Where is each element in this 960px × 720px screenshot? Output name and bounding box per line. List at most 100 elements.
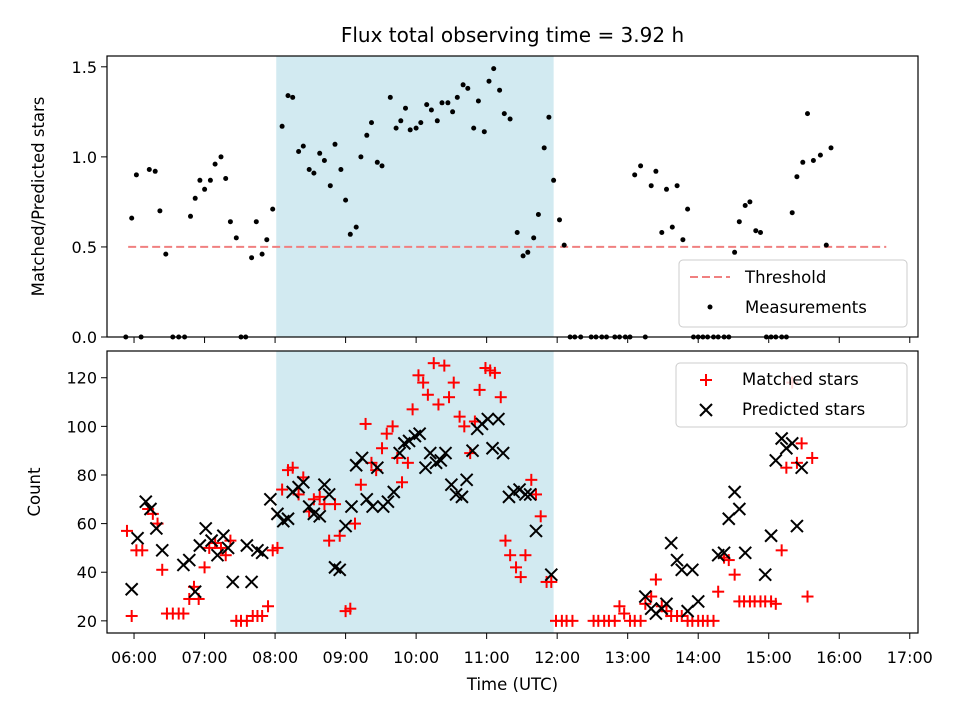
measurement-point: [327, 183, 333, 189]
matched-star-point: [447, 376, 460, 389]
matched-star-point: [504, 549, 517, 562]
top-x-axis-ticks: [133, 337, 911, 343]
x-tick-label: 11:00: [464, 648, 510, 667]
measurement-point: [418, 120, 424, 126]
measurement-point: [403, 105, 408, 111]
matched-star-point: [286, 461, 299, 474]
matched-star-point: [795, 437, 808, 450]
predicted-star-point: [322, 487, 336, 502]
matched-star-point: [566, 614, 579, 627]
matched-star-point: [634, 614, 647, 627]
measurement-point: [338, 167, 344, 172]
top-legend: Threshold Measurements: [678, 259, 908, 328]
matched-star-point: [608, 614, 621, 627]
predicted-star-point: [491, 412, 506, 426]
measurement-point: [648, 183, 654, 189]
predicted-star-point: [496, 446, 510, 460]
measurement-point: [353, 224, 359, 230]
measurement-point: [531, 235, 537, 241]
matched-star-point: [780, 461, 793, 474]
predicted-star-point: [738, 546, 752, 560]
measurement-point: [800, 159, 806, 165]
matched-star-point: [391, 451, 404, 464]
y-tick-label: 20: [77, 612, 97, 631]
predicted-star-point: [244, 575, 259, 589]
matched-star-point: [775, 544, 788, 557]
matched-star-point: [519, 549, 532, 562]
predicted-star-point: [344, 499, 359, 514]
measurement-point: [481, 129, 487, 135]
x-axis-label: Time (UTC): [466, 675, 558, 694]
top-y-axis-label: Matched/Predicted stars: [29, 97, 48, 297]
predicted-star-point: [769, 453, 783, 468]
measurement-point: [163, 251, 169, 257]
y-tick-label: 80: [77, 466, 97, 485]
measurement-point: [758, 230, 763, 235]
predicted-star-point: [130, 531, 145, 545]
predicted-star-point: [226, 575, 240, 589]
y-tick-label: 0.5: [72, 238, 97, 257]
measurement-point: [541, 145, 547, 151]
predicted-star-point: [758, 567, 772, 582]
predicted-star-point: [216, 529, 231, 543]
measurement-point: [680, 237, 686, 243]
matched-star-point: [271, 541, 284, 554]
bottom-plot-frame: [106, 350, 919, 634]
measurement-point: [317, 150, 323, 156]
measurement-point: [332, 141, 338, 147]
bottom-y-axis-label: Count: [25, 467, 44, 517]
measurement-point: [475, 98, 481, 104]
measurement-point: [486, 78, 492, 84]
matched-star-point: [649, 573, 662, 586]
legend-measurements-swatch: [707, 304, 713, 310]
predicted-star-point: [459, 473, 474, 487]
measurement-point: [347, 231, 353, 237]
measurement-point: [227, 219, 233, 225]
matched-star-point: [438, 359, 451, 372]
matched-star-point: [525, 473, 538, 486]
measurement-point: [732, 249, 738, 255]
predicted-star-point: [785, 436, 799, 451]
predicted-star-point: [360, 492, 374, 507]
matched-star-point: [473, 383, 486, 396]
measurement-point: [514, 230, 520, 235]
measurement-point: [685, 206, 691, 212]
chart-title: Flux total observing time = 3.92 h: [341, 23, 684, 47]
predicted-star-point: [210, 548, 225, 562]
measurement-point: [300, 143, 306, 149]
matched-star-point: [769, 597, 782, 610]
measurement-point: [146, 167, 152, 172]
bottom-x-axis-ticks: 06:00 07:00 08:00 09:00 10:00 11:00 12:00 13:00…: [111, 633, 933, 667]
measurement-point: [753, 228, 759, 234]
predicted-star-point: [664, 536, 678, 550]
measurement-point: [285, 93, 291, 99]
predicted-star-point: [438, 446, 453, 460]
measurement-point: [264, 237, 270, 243]
matched-star-point: [545, 575, 558, 588]
measurements-points: [123, 66, 834, 340]
top-highlight-span: [276, 56, 554, 337]
matched-star-point: [458, 420, 471, 433]
measurement-point: [249, 255, 255, 261]
predicted-star-point: [370, 460, 385, 475]
x-tick-label: 14:00: [675, 648, 721, 667]
measurement-point: [507, 116, 513, 122]
measurement-point: [674, 183, 680, 189]
bottom-panel: 20 40 60 80 100 120 06:00 07:00 08:00 09:00 10:00…: [25, 350, 933, 694]
matched-star-point: [359, 417, 372, 430]
measurement-point: [129, 215, 135, 221]
predicted-star-point: [544, 567, 558, 582]
measurement-point: [497, 87, 503, 93]
predicted-star-point: [485, 441, 500, 455]
measurement-point: [157, 208, 163, 214]
predicted-star-point: [349, 458, 363, 472]
measurement-point: [561, 242, 567, 248]
predicted-star-point: [338, 519, 353, 533]
matched-star-point: [427, 357, 440, 370]
predicted-star-point: [149, 521, 164, 536]
predicted-star-point: [333, 563, 347, 577]
matched-star-point: [514, 571, 527, 584]
predicted-star-point: [155, 543, 169, 558]
measurement-point: [253, 219, 259, 225]
matched-star-point: [386, 420, 399, 433]
